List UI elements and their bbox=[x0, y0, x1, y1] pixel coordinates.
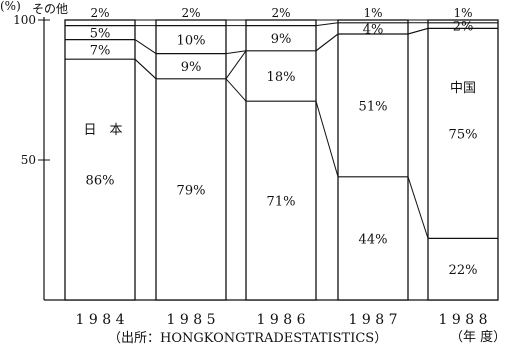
x-tick-label-1988: 1 9 8 8 bbox=[439, 312, 488, 328]
data-label-1985-0: 79% bbox=[177, 183, 206, 198]
data-label-1985-2: 9% bbox=[181, 60, 202, 75]
series-label-japan: 日 本 bbox=[83, 123, 122, 138]
bar-1987 bbox=[337, 19, 409, 301]
data-label-1988-1: 75% bbox=[449, 127, 478, 142]
x-tick-label-1984: 1 9 8 4 bbox=[76, 312, 125, 328]
data-label-1988-3: 2% bbox=[453, 20, 474, 35]
bar-1986 bbox=[245, 19, 317, 301]
connector-1986-2 bbox=[315, 33, 339, 52]
data-label-1984-0: 86% bbox=[86, 174, 115, 189]
x-tick-label-1986: 1 9 8 6 bbox=[257, 312, 306, 328]
x-tick-label-1985: 1 9 8 5 bbox=[167, 312, 216, 328]
x-tick-label-1987: 1 9 8 7 bbox=[349, 312, 398, 328]
connector-1985-2 bbox=[225, 50, 247, 55]
data-label-1984-4: 2% bbox=[90, 6, 109, 20]
connector-1984-2 bbox=[134, 39, 157, 55]
source-note: （出所：HONGKONGTRADESTATISTICS） bbox=[108, 331, 388, 346]
connector-1987-0 bbox=[407, 176, 429, 239]
connector-1986-3 bbox=[315, 22, 339, 27]
data-label-1987-1: 51% bbox=[359, 99, 388, 114]
data-label-1984-2: 7% bbox=[90, 43, 111, 58]
y-tick-label-50: 50 bbox=[21, 153, 36, 167]
data-label-1988-0: 22% bbox=[449, 263, 478, 278]
data-label-1984-3: 5% bbox=[90, 27, 111, 42]
bar-1985 bbox=[155, 19, 227, 301]
connector-1985-0 bbox=[225, 78, 247, 102]
connector-1987-2 bbox=[407, 27, 429, 35]
data-label-1986-0: 71% bbox=[267, 195, 296, 210]
data-label-1986-4: 2% bbox=[271, 6, 290, 20]
data-label-1987-4: 1% bbox=[363, 6, 382, 20]
data-label-1986-3: 9% bbox=[271, 32, 292, 47]
bar-1984 bbox=[64, 19, 136, 301]
bar-1988 bbox=[427, 19, 499, 301]
connector-1984-1 bbox=[134, 58, 157, 80]
data-label-1987-0: 44% bbox=[359, 232, 388, 247]
data-label-1986-1: 18% bbox=[267, 70, 296, 85]
series-label-other: その他 bbox=[32, 2, 68, 16]
data-label-1988-4: 1% bbox=[453, 6, 472, 20]
connector-1985-1 bbox=[225, 50, 247, 80]
y-tick-label-100: 100 bbox=[13, 13, 36, 27]
data-label-1985-3: 10% bbox=[177, 34, 206, 49]
data-label-1985-4: 2% bbox=[181, 6, 200, 20]
y-unit-label: (%) bbox=[0, 0, 21, 13]
connector-1986-0 bbox=[315, 101, 339, 177]
x-axis-title: （年 度） bbox=[450, 329, 506, 345]
series-label-china: 中国 bbox=[450, 81, 476, 96]
data-label-1987-3: 4% bbox=[363, 22, 384, 37]
